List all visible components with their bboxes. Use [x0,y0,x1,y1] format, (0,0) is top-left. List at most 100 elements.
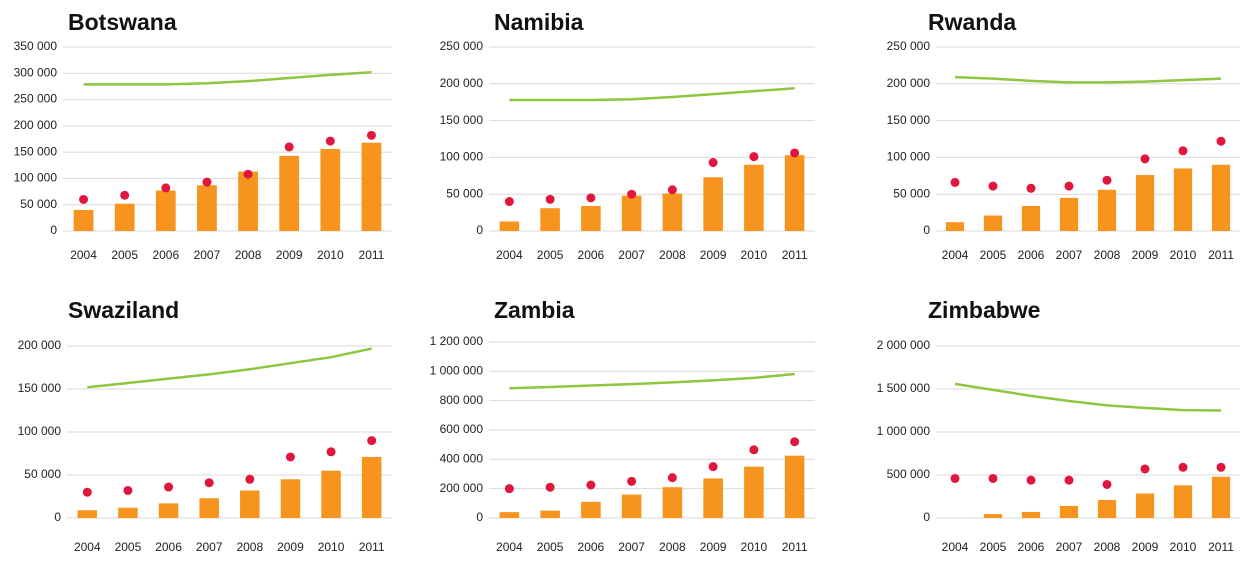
bar [1021,511,1041,518]
y-tick-label: 250 000 [440,39,484,53]
bar [73,209,94,231]
line [954,75,1222,84]
line [509,86,795,102]
y-tick-label: 0 [923,223,930,237]
dot [627,476,637,486]
dot [123,485,133,495]
bar [199,498,219,518]
y-tick-label: 0 [476,510,483,524]
x-tick-label: 2005 [980,248,1007,262]
dot [545,194,555,204]
bar [945,222,965,231]
chart-title: Zimbabwe [928,297,1040,323]
dot [1064,475,1074,485]
bar [983,215,1003,231]
x-tick-label: 2005 [111,248,138,262]
bar [581,205,601,231]
dot [82,487,92,497]
x-tick-label: 2007 [618,540,645,554]
dot [1216,462,1226,472]
dot [1140,154,1150,164]
bar [197,185,217,231]
bar [361,142,382,231]
x-tick-label: 2011 [359,540,385,554]
y-tick-label: 300 000 [14,65,58,79]
x-tick-label: 2010 [1170,540,1197,554]
bar [321,470,341,518]
bar [983,514,1003,518]
line [954,382,1222,412]
y-tick-label: 2 000 000 [877,338,931,352]
bar [280,479,301,518]
dot [325,136,335,146]
dot [1178,462,1188,472]
bar [703,478,723,518]
y-tick-label: 800 000 [440,393,484,407]
dot [1026,183,1036,193]
dot [366,130,376,140]
x-tick-label: 2011 [782,540,808,554]
y-tick-label: 150 000 [887,113,931,127]
x-tick-label: 2009 [700,540,727,554]
x-tick-label: 2005 [980,540,1007,554]
x-tick-label: 2005 [537,248,564,262]
y-tick-label: 1 500 000 [877,381,931,395]
bar [499,221,520,231]
bar [1135,493,1155,518]
x-tick-label: 2007 [618,248,645,262]
y-tick-label: 0 [50,223,57,237]
x-tick-label: 2005 [115,540,142,554]
dot [1026,475,1036,485]
line [509,372,795,390]
bar [1097,189,1117,231]
x-tick-label: 2009 [277,540,304,554]
x-tick-label: 2004 [70,248,97,262]
dot [1102,479,1112,489]
bar [118,507,138,518]
bar [1021,205,1041,231]
dot [79,194,89,204]
dot [790,148,800,158]
y-tick-label: 1 200 000 [430,334,484,348]
dot [988,473,998,483]
x-tick-label: 2006 [1018,540,1045,554]
x-tick-label: 2008 [1094,540,1121,554]
x-tick-label: 2004 [496,540,523,554]
y-tick-label: 350 000 [14,39,58,53]
y-tick-label: 100 000 [14,171,58,185]
dot [1216,136,1226,146]
y-tick-label: 500 000 [887,467,931,481]
x-tick-label: 2010 [741,248,768,262]
dot [120,190,130,200]
bar [155,190,176,231]
dot [164,482,174,492]
chart-title: Swaziland [68,297,179,323]
y-tick-label: 200 000 [440,481,484,495]
y-tick-label: 1 000 000 [430,364,484,378]
x-tick-label: 2010 [1170,248,1197,262]
chart-title: Namibia [494,9,584,35]
x-tick-label: 2007 [1056,540,1083,554]
x-tick-label: 2009 [700,248,727,262]
y-tick-label: 250 000 [14,92,58,106]
y-tick-label: 100 000 [887,150,931,164]
bar [784,155,805,231]
y-tick-label: 50 000 [24,467,61,481]
x-tick-label: 2008 [659,540,686,554]
x-tick-label: 2004 [942,248,969,262]
dot [749,152,759,162]
x-tick-label: 2010 [317,248,344,262]
x-tick-label: 2011 [782,248,808,262]
dot [1140,464,1150,474]
y-tick-label: 150 000 [18,381,62,395]
bar [320,148,341,231]
x-tick-label: 2009 [1132,248,1159,262]
bar [744,466,764,518]
x-tick-label: 2008 [659,248,686,262]
x-tick-label: 2009 [1132,540,1159,554]
y-tick-label: 150 000 [440,113,484,127]
dot [627,189,637,199]
y-tick-label: 400 000 [440,452,484,466]
dot [245,474,255,484]
bar [662,193,683,231]
